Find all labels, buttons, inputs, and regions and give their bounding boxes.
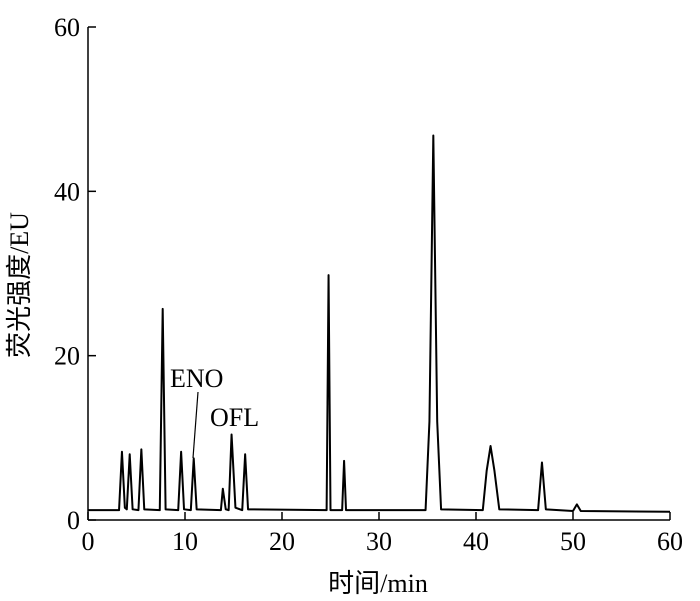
x-tick-label: 30 bbox=[366, 527, 392, 556]
annotation: OFL bbox=[210, 403, 259, 432]
x-tick-label: 0 bbox=[82, 527, 95, 556]
y-tick-label: 60 bbox=[54, 13, 80, 42]
x-tick-label: 40 bbox=[463, 527, 489, 556]
x-axis-label: 时间/min bbox=[328, 569, 428, 598]
annotation: ENO bbox=[170, 364, 223, 393]
y-tick-label: 0 bbox=[67, 506, 80, 535]
y-tick-label: 20 bbox=[54, 342, 80, 371]
x-tick-label: 10 bbox=[172, 527, 198, 556]
x-tick-label: 60 bbox=[657, 527, 683, 556]
y-tick-label: 40 bbox=[54, 177, 80, 206]
chromatogram-line bbox=[88, 134, 671, 513]
annotation-leader bbox=[192, 391, 199, 459]
x-tick-label: 20 bbox=[269, 527, 295, 556]
y-axis-label: 荧光强度/EU bbox=[5, 212, 34, 358]
x-tick-label: 50 bbox=[560, 527, 586, 556]
